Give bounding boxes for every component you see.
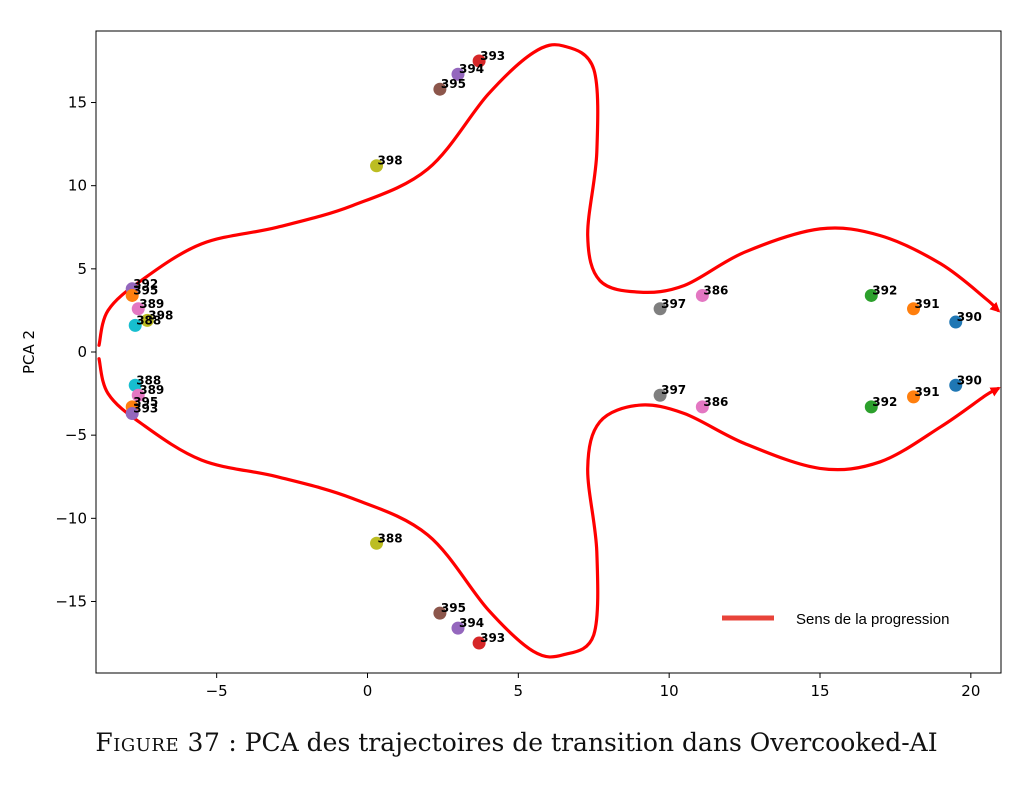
y-tick-label: −5 — [65, 426, 87, 444]
y-tick-label: 15 — [68, 94, 87, 112]
data-point-label: 398 — [148, 308, 173, 322]
data-point-label: 392 — [872, 395, 897, 409]
y-tick-label: 0 — [77, 343, 87, 361]
data-point-label: 388 — [136, 373, 161, 387]
legend-label: Sens de la progression — [796, 611, 949, 628]
data-point — [472, 636, 486, 650]
data-point-label: 389 — [139, 383, 164, 397]
x-tick-label: 20 — [961, 682, 980, 700]
data-point-label: 398 — [378, 154, 403, 168]
data-point — [949, 378, 963, 392]
data-point-label: 386 — [703, 283, 728, 297]
data-point — [128, 378, 142, 392]
data-point — [695, 400, 709, 414]
data-point-label: 392 — [872, 283, 897, 297]
data-point — [907, 302, 921, 316]
x-tick-label: 5 — [514, 682, 524, 700]
data-point — [131, 302, 145, 316]
data-point-label: 393 — [133, 402, 158, 416]
data-point — [451, 621, 465, 635]
data-point-label: 391 — [915, 297, 940, 311]
y-tick-label: −15 — [55, 592, 87, 610]
data-point-label: 392 — [133, 277, 158, 291]
data-point — [864, 400, 878, 414]
data-point — [472, 54, 486, 68]
progression-curves — [97, 43, 1001, 659]
data-point — [370, 536, 384, 550]
caption-text: PCA des trajectoires de transition dans … — [244, 728, 938, 757]
data-point-label: 397 — [661, 297, 686, 311]
data-point-label: 391 — [915, 385, 940, 399]
y-tick-label: 10 — [68, 177, 87, 195]
data-point-label: 393 — [480, 49, 505, 63]
data-point — [433, 606, 447, 620]
figure-number: Figure 37 — [95, 728, 221, 757]
legend: Sens de la progression — [722, 611, 949, 628]
progression-curve-lower — [97, 357, 1001, 659]
figure-caption: Figure 37 : PCA des trajectoires de tran… — [0, 728, 1033, 757]
data-point-label: 397 — [661, 383, 686, 397]
data-point-label: 395 — [441, 77, 466, 91]
x-tick-label: 15 — [810, 682, 829, 700]
data-point-label: 395 — [133, 283, 158, 297]
data-point-label: 393 — [480, 631, 505, 645]
y-axis-label: PCA 2 — [20, 330, 38, 374]
data-point-label: 395 — [441, 601, 466, 615]
data-point — [433, 82, 447, 96]
data-point — [125, 407, 139, 421]
data-points — [125, 54, 963, 650]
data-point — [864, 288, 878, 302]
x-tick-label: 0 — [363, 682, 373, 700]
caption-separator: : — [220, 728, 245, 757]
data-point-label: 394 — [459, 616, 484, 630]
data-point-label: 388 — [378, 531, 403, 545]
x-tick-label: −5 — [206, 682, 228, 700]
data-point-label: 389 — [139, 297, 164, 311]
data-point — [370, 159, 384, 173]
data-point-label: 390 — [957, 310, 982, 324]
data-point — [653, 302, 667, 316]
progression-curve-upper — [97, 43, 1001, 347]
y-tick-label: 5 — [77, 260, 87, 278]
point-labels: 3903913923863973933943953983923953893883… — [133, 49, 982, 645]
x-axis-ticks: −5 0 5 10 15 20 — [206, 673, 980, 700]
data-point — [131, 388, 145, 402]
data-point — [695, 288, 709, 302]
data-point-label: 394 — [459, 62, 484, 76]
data-point-label: 386 — [703, 395, 728, 409]
y-tick-label: −10 — [55, 509, 87, 527]
data-point — [125, 288, 139, 302]
data-point — [140, 313, 154, 327]
data-point — [451, 67, 465, 81]
data-point — [949, 315, 963, 329]
data-point — [907, 390, 921, 404]
data-point-label: 395 — [133, 395, 158, 409]
plot-frame — [95, 30, 1002, 674]
data-point-label: 388 — [136, 313, 161, 327]
data-point-label: 390 — [957, 373, 982, 387]
x-tick-label: 10 — [660, 682, 679, 700]
data-point — [128, 318, 142, 332]
data-point — [653, 388, 667, 402]
y-axis-ticks: −15 −10 −5 0 5 10 15 — [55, 94, 96, 610]
